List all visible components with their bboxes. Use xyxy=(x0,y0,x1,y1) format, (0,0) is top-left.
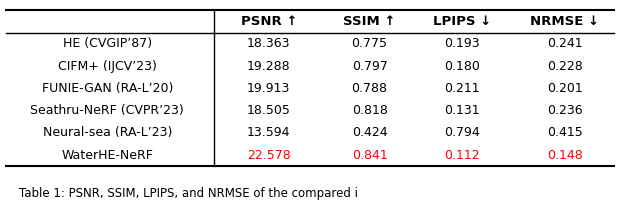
Text: 19.288: 19.288 xyxy=(247,60,291,73)
Text: 0.424: 0.424 xyxy=(352,126,387,140)
Text: 0.241: 0.241 xyxy=(547,37,582,50)
Text: 13.594: 13.594 xyxy=(247,126,291,140)
Text: 22.578: 22.578 xyxy=(247,149,291,162)
Text: 18.363: 18.363 xyxy=(247,37,291,50)
Text: Neural-sea (RA-L’23): Neural-sea (RA-L’23) xyxy=(42,126,172,140)
Text: NRMSE ↓: NRMSE ↓ xyxy=(530,15,600,28)
Text: FUNIE-GAN (RA-L’20): FUNIE-GAN (RA-L’20) xyxy=(42,82,173,95)
Text: CIFM+ (IJCV’23): CIFM+ (IJCV’23) xyxy=(58,60,157,73)
Text: 0.112: 0.112 xyxy=(445,149,480,162)
Text: 0.841: 0.841 xyxy=(352,149,387,162)
Text: SSIM ↑: SSIM ↑ xyxy=(343,15,396,28)
Text: HE (CVGIP’87): HE (CVGIP’87) xyxy=(63,37,152,50)
Text: 0.794: 0.794 xyxy=(445,126,480,140)
Text: 0.228: 0.228 xyxy=(547,60,582,73)
Text: Seathru-NeRF (CVPR’23): Seathru-NeRF (CVPR’23) xyxy=(30,104,184,117)
Text: 0.415: 0.415 xyxy=(547,126,582,140)
Text: WaterHE-NeRF: WaterHE-NeRF xyxy=(61,149,153,162)
Text: 0.131: 0.131 xyxy=(445,104,480,117)
Text: Table 1: PSNR, SSIM, LPIPS, and NRMSE of the compared i: Table 1: PSNR, SSIM, LPIPS, and NRMSE of… xyxy=(19,187,358,200)
Text: PSNR ↑: PSNR ↑ xyxy=(241,15,297,28)
Text: 0.788: 0.788 xyxy=(351,82,388,95)
Text: 18.505: 18.505 xyxy=(247,104,291,117)
Text: 0.211: 0.211 xyxy=(445,82,480,95)
Text: LPIPS ↓: LPIPS ↓ xyxy=(433,15,492,28)
Text: 19.913: 19.913 xyxy=(247,82,291,95)
Text: 0.148: 0.148 xyxy=(547,149,582,162)
Text: 0.201: 0.201 xyxy=(547,82,582,95)
Text: 0.797: 0.797 xyxy=(351,60,388,73)
Text: 0.818: 0.818 xyxy=(351,104,388,117)
Text: 0.193: 0.193 xyxy=(445,37,480,50)
Text: 0.236: 0.236 xyxy=(547,104,582,117)
Text: 0.180: 0.180 xyxy=(444,60,481,73)
Text: 0.775: 0.775 xyxy=(351,37,388,50)
